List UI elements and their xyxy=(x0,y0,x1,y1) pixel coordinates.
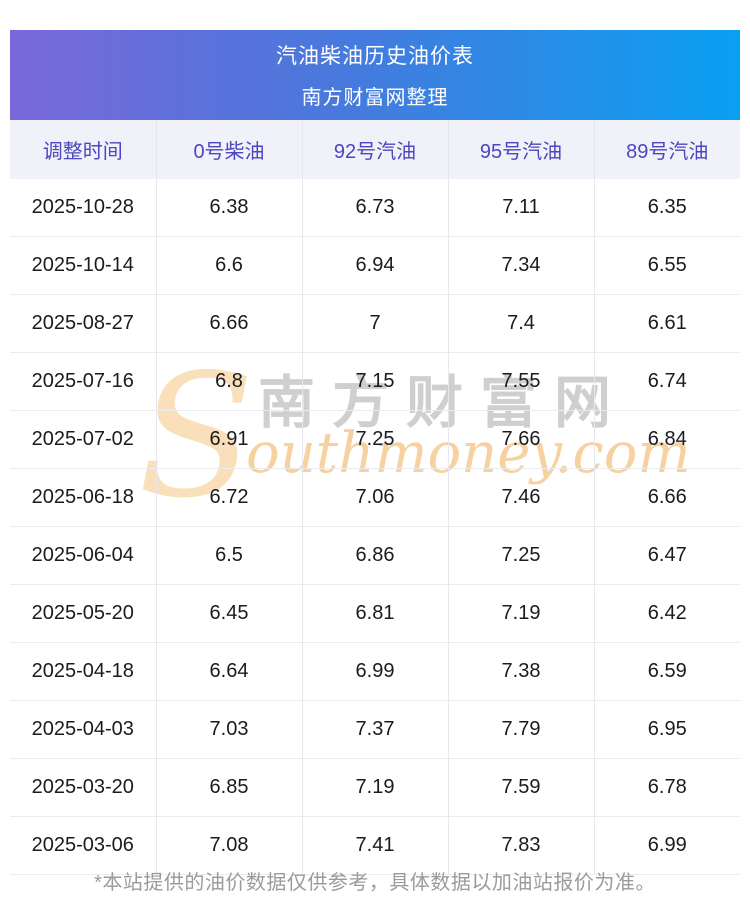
price-cell: 6.5 xyxy=(156,526,303,585)
date-cell: 2025-06-18 xyxy=(10,468,157,527)
table-row: 2025-04-03 7.03 7.37 7.79 6.95 xyxy=(10,700,740,759)
price-cell: 6.99 xyxy=(647,834,687,856)
date-cell: 2025-05-20 xyxy=(10,584,157,643)
price-cell: 6.74 xyxy=(647,370,687,392)
price-cell: 7.25 xyxy=(302,410,449,469)
table-row: 2025-03-20 6.85 7.19 7.59 6.78 xyxy=(10,758,740,817)
table-row: 2025-05-20 6.45 6.81 7.19 6.42 xyxy=(10,584,740,643)
table-row: 2025-06-04 6.5 6.86 7.25 6.47 xyxy=(10,526,740,585)
price-cell: 7.79 xyxy=(448,700,595,759)
column-header: 调整时间 xyxy=(10,120,157,179)
price-cell: 6.95 xyxy=(647,718,687,740)
page-subtitle: 南方财富网整理 xyxy=(301,86,449,109)
price-cell: 6.78 xyxy=(647,776,687,798)
table-row: 2025-03-06 7.08 7.41 7.83 6.99 xyxy=(10,816,740,875)
price-cell: 6.72 xyxy=(156,468,303,527)
price-table-head: 调整时间 0号柴油 92号汽油 95号汽油 89号汽油 xyxy=(10,120,740,179)
price-cell: 6.45 xyxy=(156,584,303,643)
date-cell: 2025-07-16 xyxy=(10,352,157,411)
price-cell: 7.66 xyxy=(448,410,595,469)
table-row: 2025-07-02 6.91 7.25 7.66 6.84 xyxy=(10,410,740,469)
date-cell: 2025-03-20 xyxy=(10,758,157,817)
price-cell: 7.83 xyxy=(448,816,595,875)
price-cell: 6.55 xyxy=(647,254,687,276)
date-cell: 2025-10-28 xyxy=(10,179,157,237)
date-cell: 2025-10-14 xyxy=(10,236,157,295)
price-cell: 6.42 xyxy=(647,602,687,624)
date-cell: 2025-03-06 xyxy=(10,816,157,875)
price-cell: 7.59 xyxy=(448,758,595,817)
price-cell: 6.85 xyxy=(156,758,303,817)
date-cell: 2025-06-04 xyxy=(10,526,157,585)
price-cell: 7.19 xyxy=(302,758,449,817)
price-cell: 7.38 xyxy=(448,642,595,701)
price-cell: 6.81 xyxy=(302,584,449,643)
disclaimer-note: *本站提供的油价数据仅供参考，具体数据以加油站报价为准。 xyxy=(94,872,656,894)
price-cell: 6.73 xyxy=(302,179,449,237)
column-header: 92号汽油 xyxy=(302,120,449,179)
table-row: 2025-10-28 6.38 6.73 7.11 6.35 xyxy=(10,179,740,237)
header-row: 调整时间 0号柴油 92号汽油 95号汽油 89号汽油 xyxy=(10,120,740,179)
table-row: 2025-06-18 6.72 7.06 7.46 6.66 xyxy=(10,468,740,527)
price-cell: 6.8 xyxy=(156,352,303,411)
price-cell: 6.94 xyxy=(302,236,449,295)
price-cell: 7.34 xyxy=(448,236,595,295)
price-cell: 6.35 xyxy=(647,196,687,218)
price-cell: 7.11 xyxy=(448,179,595,237)
title-banner: 汽油柴油历史油价表 南方财富网整理 xyxy=(10,30,740,120)
table-row: 2025-08-27 6.66 7 7.4 6.61 xyxy=(10,294,740,353)
price-cell: 7.19 xyxy=(448,584,595,643)
price-cell: 6.64 xyxy=(156,642,303,701)
column-header: 95号汽油 xyxy=(448,120,595,179)
price-cell: 7.55 xyxy=(448,352,595,411)
date-cell: 2025-07-02 xyxy=(10,410,157,469)
price-cell: 7.15 xyxy=(302,352,449,411)
price-cell: 7.25 xyxy=(448,526,595,585)
price-table-body: 2025-10-28 6.38 6.73 7.11 6.35 2025-10-14 6.6 6… xyxy=(10,179,740,875)
price-cell: 6.84 xyxy=(647,428,687,450)
price-cell: 7.06 xyxy=(302,468,449,527)
price-cell: 6.86 xyxy=(302,526,449,585)
price-cell: 6.38 xyxy=(156,179,303,237)
table-row: 2025-04-18 6.64 6.99 7.38 6.59 xyxy=(10,642,740,701)
date-cell: 2025-04-18 xyxy=(10,642,157,701)
price-cell: 7.08 xyxy=(156,816,303,875)
price-cell: 6.6 xyxy=(156,236,303,295)
price-cell: 7.37 xyxy=(302,700,449,759)
column-header: 89号汽油 xyxy=(594,120,740,179)
price-cell: 6.61 xyxy=(647,312,687,334)
table-row: 2025-07-16 6.8 7.15 7.55 6.74 xyxy=(10,352,740,411)
price-cell: 7.03 xyxy=(156,700,303,759)
price-cell: 6.66 xyxy=(156,294,303,353)
price-cell: 7.46 xyxy=(448,468,595,527)
oil-price-table: 调整时间 0号柴油 92号汽油 95号汽油 89号汽油 2025-10-28 6.38 6.… xyxy=(10,120,740,875)
column-header: 0号柴油 xyxy=(156,120,303,179)
price-cell: 7 xyxy=(302,294,449,353)
price-cell: 6.99 xyxy=(302,642,449,701)
price-cell: 6.59 xyxy=(647,660,687,682)
table-row: 2025-10-14 6.6 6.94 7.34 6.55 xyxy=(10,236,740,295)
page-title: 汽油柴油历史油价表 xyxy=(276,45,474,69)
date-cell: 2025-04-03 xyxy=(10,700,157,759)
date-cell: 2025-08-27 xyxy=(10,294,157,353)
price-cell: 7.4 xyxy=(448,294,595,353)
price-cell: 6.66 xyxy=(647,486,687,508)
price-cell: 7.41 xyxy=(302,816,449,875)
price-cell: 6.47 xyxy=(647,544,687,566)
price-cell: 6.91 xyxy=(156,410,303,469)
